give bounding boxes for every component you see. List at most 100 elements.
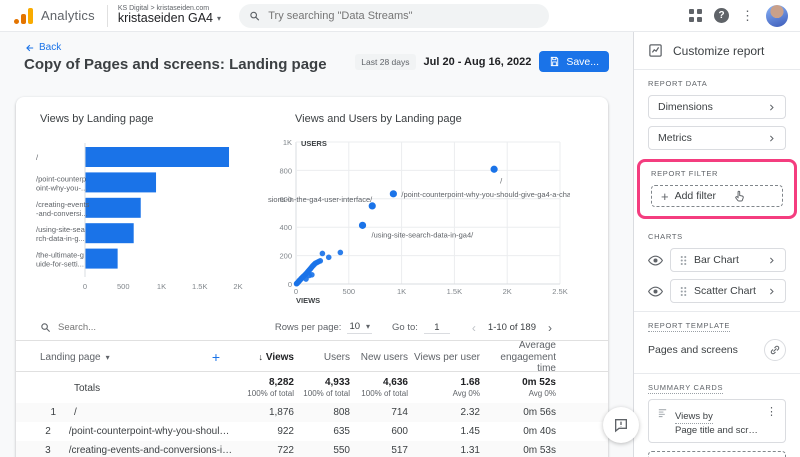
table-row[interactable]: 3/creating-events-and-conversions-in-the… [16, 441, 608, 457]
page-title: Copy of Pages and screens: Landing page [24, 56, 327, 73]
main-area: Back Copy of Pages and screens: Landing … [0, 32, 639, 457]
table-row[interactable]: 2/point-counterpoint-why-you-should-give… [45, 426, 556, 437]
svg-text:/point-counterpoint-why-you-sh: /point-counterpoint-why-you-should-give-… [401, 190, 570, 199]
breadcrumb: KS Digital > kristaseiden.com [117, 4, 210, 12]
table-row[interactable]: 1/ 1,876 808 714 2.32 0m 56s [16, 403, 608, 422]
report-card: Views by Landing page Views and Users by… [16, 97, 608, 457]
svg-text:VIEWS: VIEWS [296, 296, 320, 305]
property-name: kristaseiden GA4 [117, 11, 214, 26]
svg-text:/: / [500, 176, 503, 185]
goto-page-input[interactable] [423, 321, 450, 334]
svg-text:200: 200 [279, 252, 292, 261]
add-filter-button[interactable]: + Add filter [651, 185, 783, 207]
highlight-box: REPORT FILTER + Add filter [637, 159, 797, 219]
svg-text:/using-site-search-data-in-g..: /using-site-sea rch-data-in-g... [36, 225, 86, 243]
column-header-avg-engagement[interactable]: Average engagement time [500, 340, 556, 375]
scatter-chart-title: Views and Users by Landing page [295, 113, 462, 125]
svg-text:500: 500 [117, 282, 130, 291]
column-header-users[interactable]: Users [323, 351, 350, 363]
chevron-right-icon [767, 287, 776, 296]
panel-title: Customize report [673, 43, 765, 58]
svg-text:1K: 1K [283, 138, 292, 147]
save-icon [551, 56, 559, 67]
pagination-range: 1-10 of 189 [487, 322, 536, 333]
table-search[interactable] [40, 322, 168, 333]
svg-text:0: 0 [288, 280, 292, 289]
section-label-report-template: REPORT TEMPLATE [648, 321, 731, 332]
apps-grid-icon[interactable] [689, 9, 702, 22]
metrics-button[interactable]: Metrics [648, 126, 786, 150]
goto-label: Go to: [392, 322, 418, 333]
customize-panel: Customize report REPORT DATA Dimensions … [633, 32, 800, 457]
column-header-new-users[interactable]: New users [360, 351, 408, 363]
svg-text:2K: 2K [233, 282, 242, 291]
dimension-selector[interactable]: Landing page ▾ [40, 351, 110, 363]
plus-icon: + [658, 455, 666, 457]
summary-card-icon [658, 409, 667, 418]
divider [634, 373, 800, 374]
goto-input[interactable] [424, 321, 449, 333]
back-link[interactable]: Back [24, 42, 61, 53]
eye-icon[interactable] [648, 255, 663, 266]
svg-text:2.5K: 2.5K [552, 287, 567, 296]
feedback-button[interactable] [603, 407, 639, 443]
add-column-button[interactable]: + [211, 349, 220, 365]
summary-card[interactable]: Views by Page title and screen cl... ⋮ [648, 399, 786, 443]
svg-text:/using-site-search-data-in-ga4: /using-site-search-data-in-ga4/ [372, 230, 475, 239]
chevron-left-icon[interactable]: ‹ [471, 320, 476, 335]
svg-text:0: 0 [83, 282, 87, 291]
chevron-down-icon: ▾ [217, 13, 222, 23]
create-new-card-button[interactable]: + Create new card [648, 450, 786, 457]
summary-card-title: Views by [675, 411, 713, 424]
rows-per-page-select[interactable]: 10 ▾ [347, 321, 373, 334]
summary-card-subtitle: Page title and screen cl... [675, 425, 759, 436]
divider [106, 4, 108, 27]
rows-per-page-label: Rows per page: [274, 322, 342, 333]
property-selector[interactable]: KS Digital > kristaseiden.com kristaseid… [118, 5, 221, 26]
svg-text:1K: 1K [397, 287, 406, 296]
svg-text:USERS: USERS [301, 139, 327, 148]
global-search[interactable] [239, 3, 550, 28]
feedback-icon [615, 419, 627, 433]
svg-text:600: 600 [279, 195, 292, 204]
svg-text:0: 0 [294, 287, 298, 296]
column-header-views-per-user[interactable]: Views per user [414, 351, 480, 363]
bar-chart-card[interactable]: Bar Chart [670, 248, 786, 272]
svg-text:1.5K: 1.5K [447, 287, 462, 296]
date-range[interactable]: Jul 20 - Aug 16, 2022 [423, 55, 532, 68]
svg-text:/point-counterpoint-why-you-..: /point-counterp oint-why-you-... [36, 174, 87, 192]
drag-handle-icon[interactable] [680, 286, 687, 297]
table-search-input[interactable] [58, 322, 168, 333]
avatar[interactable] [766, 4, 788, 27]
save-button[interactable]: Save... [539, 51, 609, 72]
chevron-right-icon [767, 103, 776, 112]
pointer-cursor-icon [735, 190, 744, 201]
divider [634, 311, 800, 312]
chevron-right-icon [767, 134, 776, 143]
detach-icon [770, 345, 780, 355]
sort-down-icon: ↓ [258, 351, 264, 362]
svg-text:1K: 1K [157, 282, 166, 291]
dimensions-button[interactable]: Dimensions [648, 95, 786, 119]
customize-report-icon [649, 44, 662, 57]
unlink-template-button[interactable] [764, 339, 786, 361]
eye-icon[interactable] [648, 286, 663, 297]
search-icon [250, 11, 260, 21]
chevron-down-icon: ▾ [366, 322, 371, 331]
product-name: Analytics [41, 8, 95, 23]
scatter-chart-card[interactable]: Scatter Chart [670, 279, 786, 303]
more-vert-icon[interactable]: ⋮ [741, 8, 754, 23]
analytics-logo-icon [14, 7, 33, 24]
date-preset-chip[interactable]: Last 28 days [355, 53, 416, 70]
chevron-down-icon: ▾ [105, 352, 110, 362]
more-vert-icon[interactable]: ⋮ [766, 406, 777, 418]
global-search-input[interactable] [268, 9, 540, 22]
drag-handle-icon[interactable] [680, 255, 687, 266]
column-header-views[interactable]: ↓ Views [258, 351, 294, 363]
table-header: Landing page ▾ + ↓ Views Users New users … [16, 340, 608, 375]
chevron-right-icon[interactable]: › [548, 320, 552, 335]
svg-text:2K: 2K [503, 287, 512, 296]
svg-text:500: 500 [343, 287, 356, 296]
search-icon [41, 323, 51, 333]
help-icon[interactable]: ? [714, 8, 729, 23]
